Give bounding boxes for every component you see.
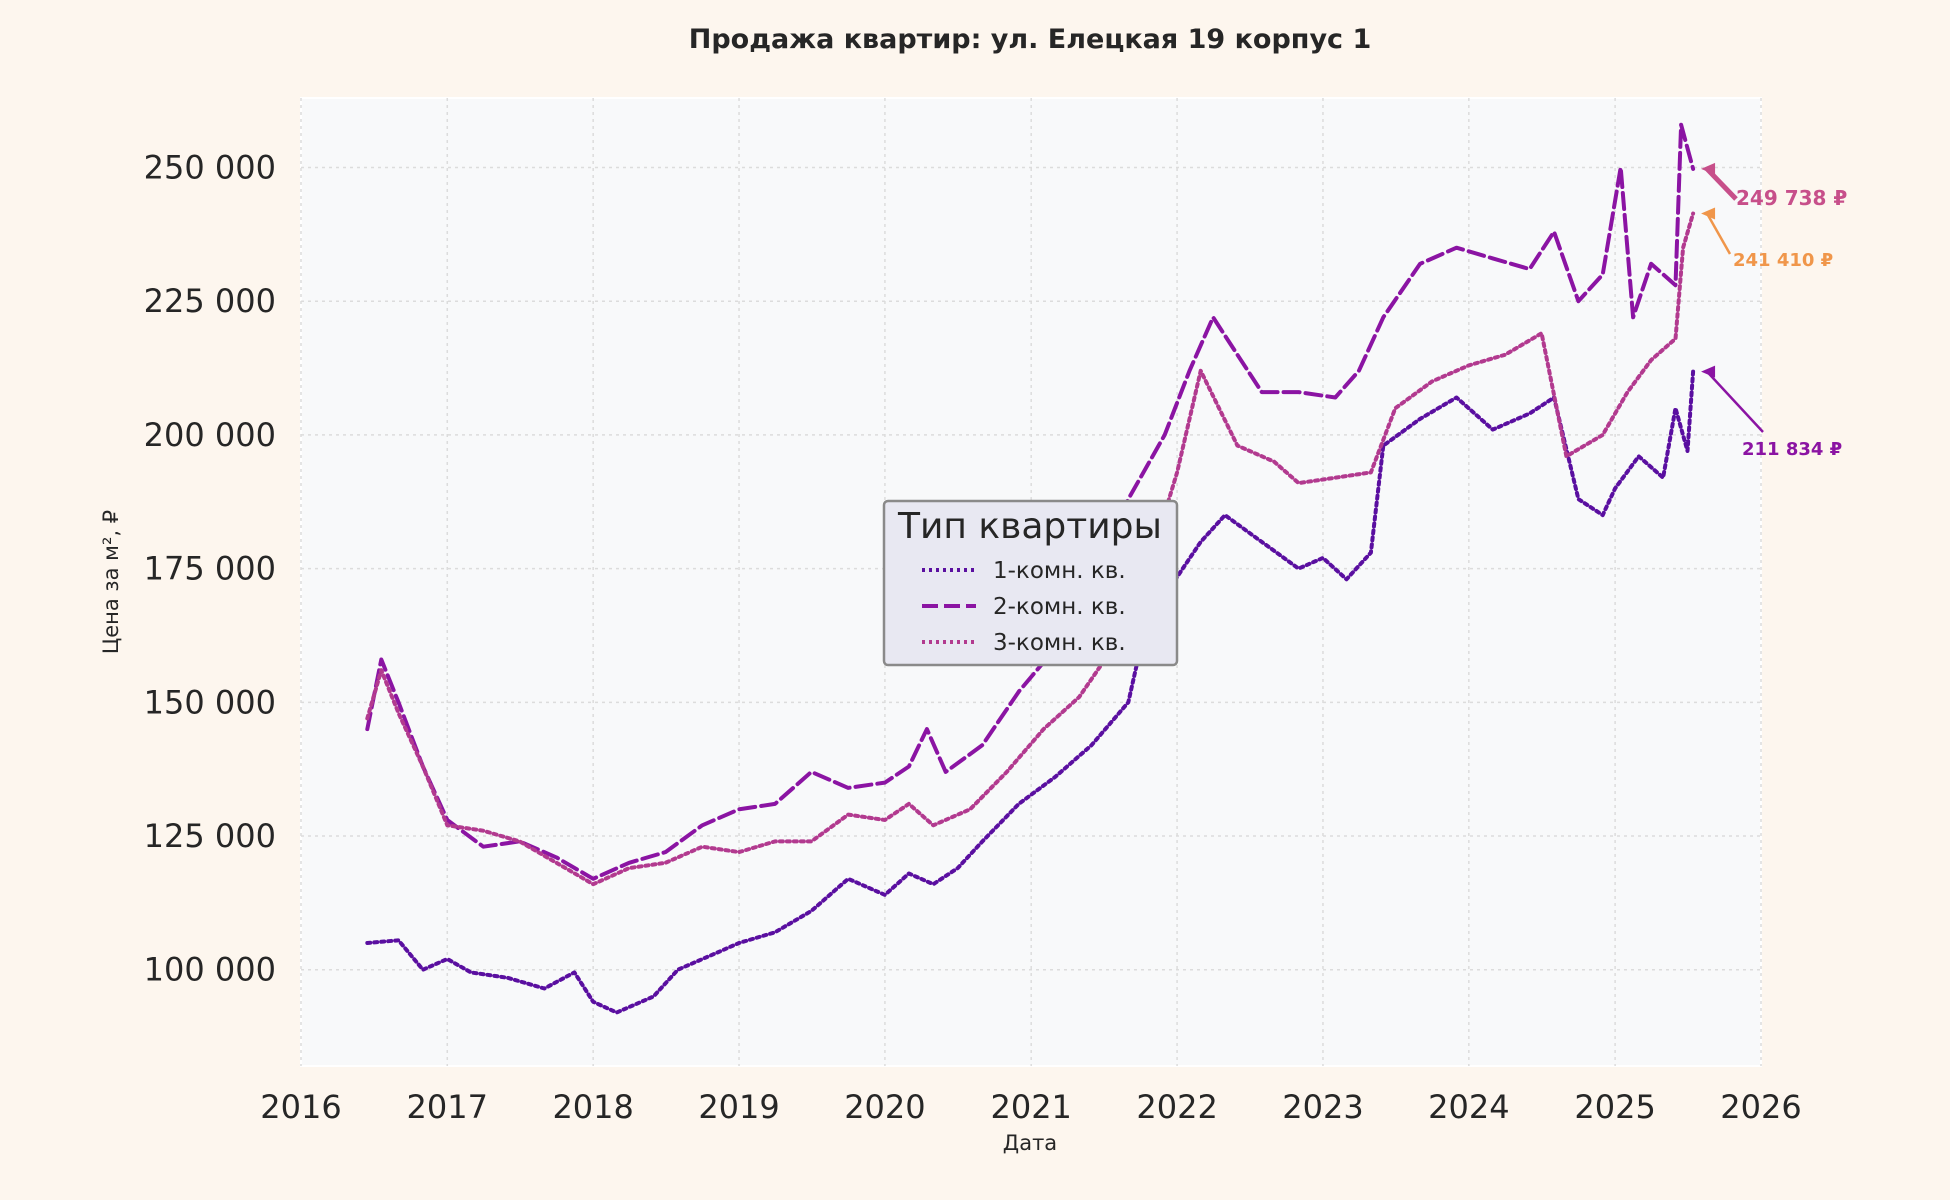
legend-box	[882, 499, 1179, 667]
y-tick-label: 200 000	[144, 416, 276, 454]
x-tick-label: 2026	[1720, 1088, 1801, 1126]
y-axis-ticks: 100 000 125 000 150 000 175 000 200 000 225 0…	[144, 149, 276, 989]
x-tick-label: 2017	[407, 1088, 488, 1126]
legend-entry: 3-комн. кв.	[993, 630, 1126, 656]
x-tick-label: 2019	[698, 1088, 779, 1126]
x-tick-label: 2020	[844, 1088, 925, 1126]
y-tick-label: 150 000	[144, 683, 276, 721]
x-tick-label: 2022	[1136, 1088, 1217, 1126]
annotation-arrow	[1706, 370, 1764, 433]
x-tick-label: 2021	[990, 1088, 1071, 1126]
annotation-label: 241 410 ₽	[1733, 250, 1833, 271]
annotation-arrow	[1705, 212, 1732, 255]
x-tick-label: 2025	[1574, 1088, 1655, 1126]
x-tick-label: 2016	[260, 1088, 341, 1126]
x-tick-label: 2024	[1428, 1088, 1509, 1126]
annotation-label: 211 834 ₽	[1742, 439, 1842, 460]
legend-entry: 1-комн. кв.	[993, 558, 1126, 584]
x-axis-label: Дата	[1003, 1131, 1057, 1155]
chart-title: Продажа квартир: ул. Елецкая 19 корпус 1	[689, 24, 1372, 55]
x-tick-label: 2023	[1282, 1088, 1363, 1126]
x-axis-ticks: 2016 2017 2018 2019 2020 2021 2022 2023 2024 2025…	[260, 1088, 1801, 1126]
annotations: 249 738 ₽ 241 410 ₽ 211 834 ₽	[1701, 162, 1847, 460]
legend-items: 1-комн. кв. 2-комн. кв. 3-комн. кв.	[922, 558, 1126, 656]
annotation-arrowhead	[1701, 365, 1716, 378]
y-tick-label: 100 000	[144, 951, 276, 989]
annotation-arrow	[1705, 167, 1738, 201]
y-axis-label: Цена за м², ₽	[99, 510, 123, 654]
series-line-3	[365, 211, 1696, 887]
annotation-label: 249 738 ₽	[1736, 186, 1847, 210]
legend-title: Тип квартиры	[897, 506, 1162, 547]
y-tick-label: 250 000	[144, 149, 276, 187]
annotation-arrowhead	[1701, 207, 1716, 220]
y-tick-label: 125 000	[144, 817, 276, 855]
x-tick-label: 2018	[552, 1088, 633, 1126]
annotation-arrowhead	[1701, 162, 1716, 175]
y-tick-label: 175 000	[144, 550, 276, 588]
legend-entry: 2-комн. кв.	[993, 594, 1126, 620]
y-tick-label: 225 000	[144, 282, 276, 320]
legend: Тип квартиры 1-комн. кв. 2-комн. кв. 3-ком…	[882, 499, 1179, 667]
